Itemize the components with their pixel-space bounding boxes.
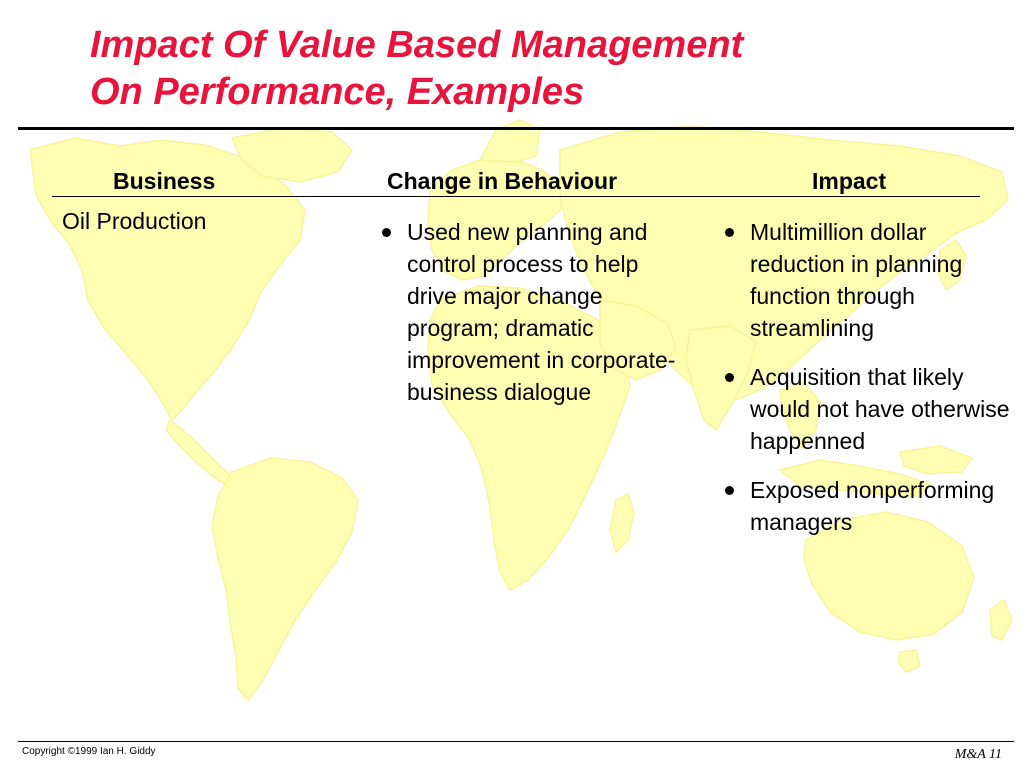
business-cell: Oil Production: [62, 208, 207, 234]
australia-shape: [803, 511, 975, 641]
slide-title: Impact Of Value Based Management On Perf…: [90, 22, 990, 116]
new-zealand-shape: [989, 598, 1013, 641]
column-header-business: Business: [113, 168, 216, 194]
india-shape: [685, 325, 757, 432]
impact-list-item: Acquisition that likely would not have o…: [720, 361, 1010, 457]
slide-number: M&A 11: [954, 747, 1002, 762]
north-america-shape: [29, 137, 306, 422]
header-divider: [52, 196, 980, 197]
central-america-shape: [165, 418, 234, 485]
impact-list-item: Exposed nonperforming managers: [720, 474, 1010, 538]
impact-list-item-text: Multimillion dollar reduction in plannin…: [750, 219, 963, 341]
scandinavia-shape: [478, 119, 541, 163]
bullet-icon: [725, 228, 734, 237]
bullet-icon: [382, 228, 391, 237]
south-america-shape: [211, 457, 359, 702]
indonesia-shape: [778, 459, 932, 497]
footer-divider: [18, 741, 1014, 742]
madagascar-shape: [609, 492, 635, 554]
change-list-item: Used new planning and control process to…: [377, 216, 677, 408]
arabia-shape: [599, 299, 677, 381]
africa-shape: [427, 285, 631, 592]
title-divider: [18, 127, 1014, 130]
copyright-notice: Copyright ©1999 Ian H. Giddy: [22, 746, 156, 757]
slide-title-line-2: On Performance, Examples: [90, 71, 585, 113]
bullet-icon: [725, 486, 734, 495]
impact-list-item-text: Acquisition that likely would not have o…: [750, 364, 1010, 454]
change-list-item-text: Used new planning and control process to…: [407, 219, 676, 405]
impact-list-item-text: Exposed nonperforming managers: [750, 477, 995, 535]
column-header-impact: Impact: [812, 168, 887, 194]
japan-shape: [937, 238, 967, 292]
impact-list-item: Multimillion dollar reduction in plannin…: [720, 216, 1010, 344]
slide-title-line-1: Impact Of Value Based Management: [90, 24, 744, 66]
column-header-change-in-behaviour: Change in Behaviour: [387, 168, 618, 194]
new-guinea-shape: [899, 445, 974, 475]
change-in-behaviour-list: Used new planning and control process to…: [377, 216, 677, 425]
impact-list: Multimillion dollar reduction in plannin…: [720, 216, 1010, 555]
tasmania-shape: [897, 649, 921, 673]
southeast-asia-shape: [779, 381, 821, 450]
bullet-icon: [725, 373, 734, 382]
